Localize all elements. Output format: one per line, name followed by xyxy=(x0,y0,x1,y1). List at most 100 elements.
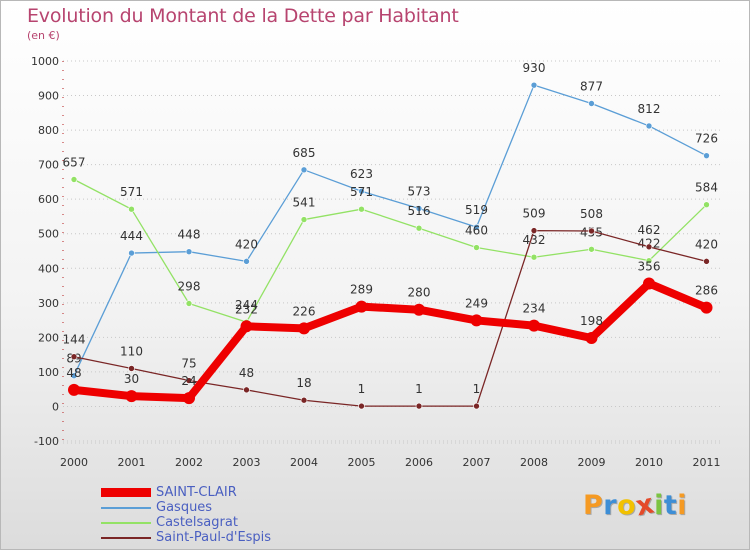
data-point xyxy=(70,372,78,380)
data-label: 232 xyxy=(235,302,258,316)
data-label: 280 xyxy=(408,286,431,300)
data-point xyxy=(528,319,540,332)
logo-letter: o xyxy=(617,490,637,521)
data-point xyxy=(298,322,310,335)
x-tick-label: 2001 xyxy=(118,456,146,469)
y-tick-label: 900 xyxy=(38,90,59,103)
data-point xyxy=(643,277,655,290)
data-point xyxy=(413,303,425,316)
data-point xyxy=(530,227,538,234)
data-label: 508 xyxy=(580,207,603,221)
data-label: 234 xyxy=(523,302,546,316)
data-label: 685 xyxy=(293,146,316,160)
y-tick-label: 0 xyxy=(52,400,59,413)
data-label: 726 xyxy=(695,132,718,146)
data-point xyxy=(358,187,365,195)
data-label: 198 xyxy=(580,314,603,328)
data-point xyxy=(358,402,365,410)
data-point xyxy=(128,365,135,372)
data-point xyxy=(300,396,308,404)
data-label: 519 xyxy=(465,203,488,217)
data-point xyxy=(300,166,308,174)
series-line xyxy=(73,229,708,407)
data-point xyxy=(185,248,193,255)
y-tick-label: 800 xyxy=(38,124,59,137)
y-tick-label: 300 xyxy=(38,297,59,310)
series-saint-paul-d-espis: 144 110 75 48 18 1 1 1 509 508 462 420 xyxy=(63,207,718,410)
data-point xyxy=(415,402,423,410)
data-label: 24 xyxy=(181,374,196,388)
data-point xyxy=(128,249,135,257)
data-point xyxy=(125,390,138,403)
x-tick-label: 2010 xyxy=(635,456,663,469)
data-label: 877 xyxy=(580,79,603,93)
data-label: 226 xyxy=(293,304,316,318)
x-tick-label: 2005 xyxy=(348,456,376,469)
data-label: 516 xyxy=(408,204,431,218)
data-label: 623 xyxy=(350,167,373,181)
data-point xyxy=(645,243,653,251)
y-tick-label: 700 xyxy=(38,159,59,172)
legend-swatch xyxy=(101,507,151,509)
series-saint-clair: 48 30 24 232 226 289 280 249 234 198 356 286 xyxy=(66,259,718,405)
data-point xyxy=(185,300,193,307)
series-gasques: 89444448420685623573519930877812726 xyxy=(66,61,718,380)
legend-label: Saint-Paul-d'Espis xyxy=(156,530,272,545)
logo-letter: i xyxy=(677,490,688,521)
legend-label: Castelsagrat xyxy=(156,515,238,530)
series-line xyxy=(73,84,708,377)
data-point xyxy=(703,152,710,159)
legend-swatch xyxy=(101,522,151,524)
data-label: 420 xyxy=(235,237,258,251)
logo-letter: i xyxy=(654,490,664,521)
data-point xyxy=(645,122,653,130)
data-label: 244 xyxy=(235,298,258,312)
data-label: 930 xyxy=(523,61,546,75)
chart-unit-label: (en €) xyxy=(27,29,60,42)
data-point xyxy=(70,176,78,183)
chart-title: Evolution du Montant de la Dette par Hab… xyxy=(27,5,459,27)
x-tick-label: 2000 xyxy=(60,456,88,469)
data-point xyxy=(185,377,193,384)
data-label: 462 xyxy=(638,223,661,237)
data-point xyxy=(183,392,195,405)
logo-letter: P xyxy=(583,490,604,521)
data-label: 110 xyxy=(120,344,143,358)
data-label: 657 xyxy=(63,155,86,169)
data-label: 286 xyxy=(695,284,718,298)
data-point xyxy=(68,383,80,396)
data-point xyxy=(415,224,423,232)
y-tick-label: 400 xyxy=(38,262,59,275)
data-label: 356 xyxy=(638,259,661,273)
legend-label: Gasques xyxy=(156,500,213,515)
y-tick-label: 600 xyxy=(38,193,59,206)
data-point xyxy=(588,245,595,253)
legend-swatch xyxy=(101,488,151,497)
data-label: 571 xyxy=(350,185,373,199)
x-tick-label: 2008 xyxy=(520,456,548,469)
data-point xyxy=(588,100,595,107)
data-label: 48 xyxy=(66,366,81,380)
data-label: 30 xyxy=(124,372,139,386)
data-point xyxy=(530,81,538,89)
data-point xyxy=(243,258,250,265)
x-tick-label: 2011 xyxy=(693,456,721,469)
data-label: 584 xyxy=(695,181,718,195)
y-tick-label: 1000 xyxy=(31,55,59,68)
data-point xyxy=(358,205,365,213)
data-point xyxy=(473,223,480,231)
x-tick-label: 2002 xyxy=(175,456,203,469)
data-label: 48 xyxy=(239,366,254,380)
legend-label: SAINT-CLAIR xyxy=(156,485,237,500)
data-point xyxy=(703,258,710,265)
data-point xyxy=(240,320,253,333)
data-label: 460 xyxy=(465,224,488,238)
data-point xyxy=(415,205,423,212)
data-label: 541 xyxy=(293,196,316,210)
x-tick-label: 2003 xyxy=(233,456,261,469)
data-label: 509 xyxy=(523,207,546,221)
data-point xyxy=(128,205,135,213)
data-label: 18 xyxy=(296,376,311,390)
data-label: 144 xyxy=(63,333,86,347)
y-tick-label: 500 xyxy=(38,228,59,241)
